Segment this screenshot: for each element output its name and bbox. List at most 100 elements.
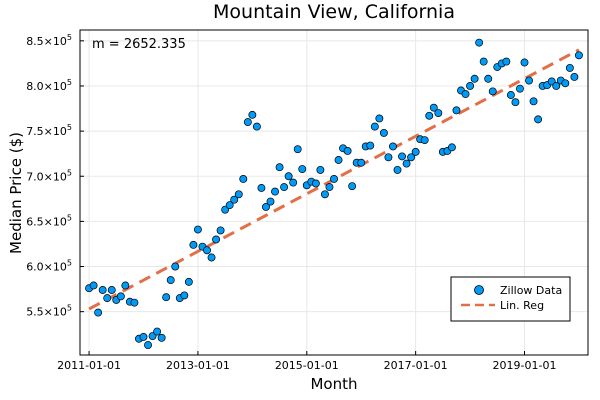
legend-marker-zillow-data xyxy=(474,285,484,295)
data-point xyxy=(466,82,475,90)
data-point xyxy=(334,156,343,164)
data-point xyxy=(479,57,488,66)
data-point xyxy=(475,38,484,47)
y-tick-label: 6.0×105 xyxy=(26,259,72,274)
y-tick-label: 7.0×105 xyxy=(26,168,72,183)
data-point xyxy=(262,202,270,211)
data-point xyxy=(316,165,325,174)
data-point xyxy=(171,262,180,271)
data-point xyxy=(239,175,248,183)
data-point xyxy=(552,82,561,90)
x-tick-label: 2019-01-01 xyxy=(493,359,557,372)
data-point xyxy=(189,240,198,249)
data-point xyxy=(184,277,193,286)
data-point xyxy=(425,111,434,120)
data-point xyxy=(407,153,416,162)
data-point xyxy=(121,281,130,290)
data-point xyxy=(411,147,420,156)
data-point xyxy=(570,72,579,81)
data-point xyxy=(166,276,175,285)
data-point xyxy=(420,136,429,145)
data-point xyxy=(375,114,384,123)
data-point xyxy=(275,163,284,172)
data-point xyxy=(348,182,357,191)
data-point xyxy=(429,103,438,112)
data-point xyxy=(488,87,497,96)
data-point xyxy=(529,97,538,106)
plot-frame xyxy=(79,29,589,356)
data-point xyxy=(516,84,524,93)
legend-label-zillow-data: Zillow Data xyxy=(500,284,562,297)
data-point xyxy=(565,63,574,72)
x-tick-label: 2017-01-01 xyxy=(384,359,448,372)
data-point xyxy=(320,190,329,199)
y-tick-label: 8.0×105 xyxy=(26,78,72,93)
data-point xyxy=(484,74,493,83)
data-point xyxy=(293,145,302,154)
data-point xyxy=(130,298,139,307)
y-tick-label: 8.5×105 xyxy=(26,33,72,48)
data-point xyxy=(94,308,103,317)
data-point xyxy=(157,333,166,342)
data-point xyxy=(434,109,443,118)
data-point xyxy=(257,184,266,192)
data-point xyxy=(402,159,411,168)
data-point xyxy=(447,143,456,152)
legend-label-lin-reg: Lin. Reg xyxy=(500,299,544,312)
data-point xyxy=(180,291,189,300)
legend-box xyxy=(450,276,571,322)
data-point xyxy=(470,74,479,83)
data-point xyxy=(325,183,334,192)
data-point xyxy=(506,91,515,99)
legend: Zillow Data Lin. Reg xyxy=(450,276,571,322)
data-series xyxy=(85,38,583,350)
data-point xyxy=(230,195,239,204)
data-point xyxy=(266,197,275,206)
axis-ticks: 2011-01-01 2013-01-01 2015-01-01 2017-01-01… xyxy=(26,33,556,372)
data-point xyxy=(511,98,520,107)
y-axis-label: Median Price ($) xyxy=(7,132,25,254)
data-point xyxy=(234,190,243,199)
data-point xyxy=(162,293,171,302)
data-point xyxy=(243,118,252,127)
chart-title: Mountain View, California xyxy=(213,1,455,23)
data-point xyxy=(461,90,470,99)
data-point xyxy=(384,153,393,162)
data-point xyxy=(330,175,338,183)
data-point xyxy=(207,253,216,262)
data-point xyxy=(311,179,320,188)
data-point xyxy=(107,286,116,294)
data-point xyxy=(89,281,98,290)
data-point xyxy=(203,246,211,255)
data-point xyxy=(298,165,307,173)
data-point xyxy=(98,286,107,294)
data-point xyxy=(561,79,570,88)
data-point xyxy=(225,201,234,210)
y-tick-label: 7.5×105 xyxy=(26,123,72,138)
data-point xyxy=(212,235,221,244)
data-point xyxy=(153,327,162,336)
data-point xyxy=(248,110,257,119)
data-point xyxy=(452,106,461,115)
data-point xyxy=(103,294,112,303)
data-point xyxy=(520,58,529,67)
data-point xyxy=(280,183,289,192)
data-point xyxy=(216,226,225,235)
x-axis-label: Month xyxy=(310,375,357,393)
data-point xyxy=(139,332,148,341)
data-point xyxy=(284,172,293,181)
data-point xyxy=(289,178,298,187)
slope-annotation: m = 2652.335 xyxy=(92,37,186,52)
y-tick-label: 6.5×105 xyxy=(26,213,72,228)
data-point xyxy=(379,128,388,137)
data-point xyxy=(271,187,279,196)
data-point xyxy=(116,292,125,301)
data-point xyxy=(525,76,533,85)
data-point xyxy=(252,122,261,131)
data-point xyxy=(370,122,379,131)
data-point xyxy=(366,141,375,150)
data-point xyxy=(389,142,397,151)
data-point xyxy=(534,115,543,124)
